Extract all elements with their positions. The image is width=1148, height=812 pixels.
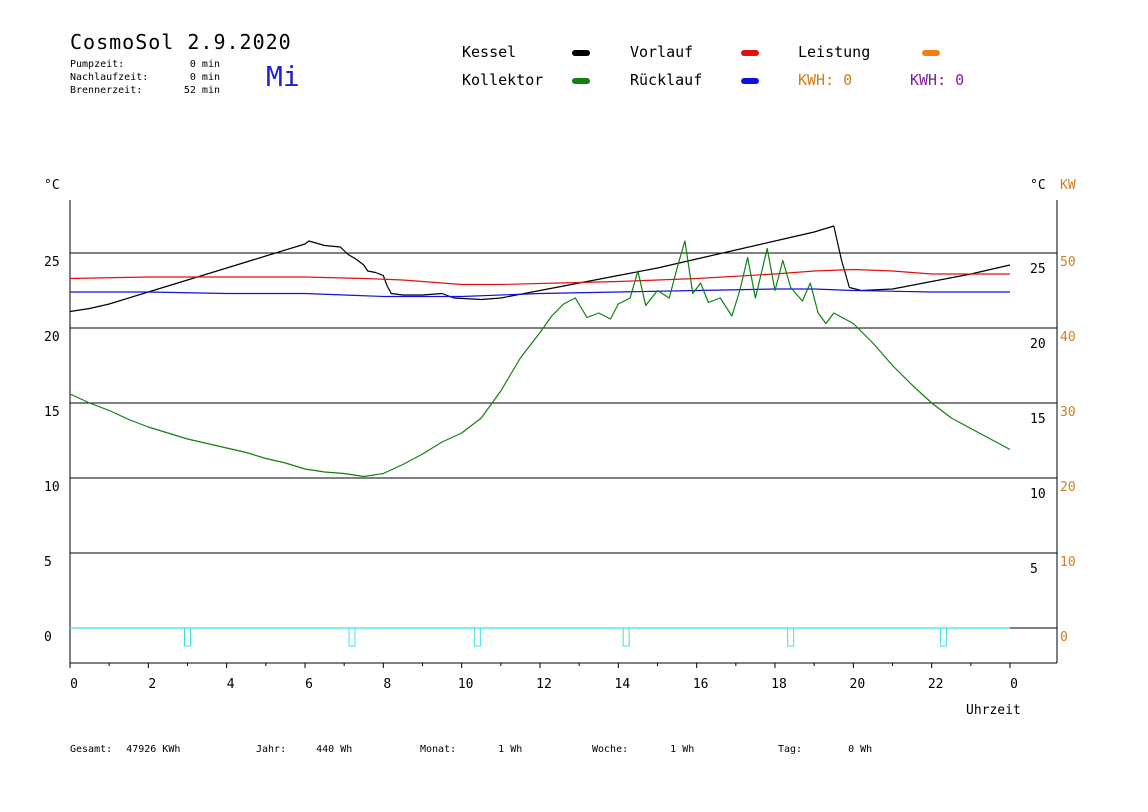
page-title: CosmoSol 2.9.2020 <box>70 30 292 54</box>
legend-kollektor: Kollektor <box>462 71 543 89</box>
legend-label: Kollektor <box>462 71 544 89</box>
y-tick-label-kw: 10 <box>1060 555 1076 570</box>
y-tick-label-left: 10 <box>44 480 60 495</box>
power-marker-0 <box>184 627 191 647</box>
legend-ruecklauf: Rücklauf <box>630 71 702 89</box>
series-layer <box>69 225 1011 647</box>
series-ruecklauf <box>70 288 1010 298</box>
legend-kessel: Kessel <box>462 43 516 61</box>
x-tick-label: 6 <box>305 677 313 692</box>
footer-value: 440 Wh <box>316 744 353 755</box>
stat-nachlaufzeit: Nachlaufzeit: 0 min <box>70 71 220 84</box>
stat-label: Nachlaufzeit: <box>70 72 149 83</box>
series-kessel <box>69 225 1011 313</box>
legend-swatch-vorlauf <box>741 50 759 56</box>
footer-tag: Tag: 0 Wh <box>778 744 872 755</box>
y-tick-label-kw: 40 <box>1060 330 1076 345</box>
y-tick-label-right: 10 <box>1030 487 1046 502</box>
power-marker-5 <box>939 627 947 647</box>
legend-leistung: Leistung <box>798 43 870 61</box>
kwh-value-2: KWH: 0 <box>910 71 965 89</box>
legend-swatch-kessel <box>572 50 590 56</box>
legend-swatch-kollektor <box>572 78 590 84</box>
x-tick-label: 0 <box>70 677 78 692</box>
runtime-stats: Pumpzeit: 0 min Nachlaufzeit: 0 min Bren… <box>70 58 220 97</box>
footer-label: Monat: <box>420 744 457 755</box>
x-tick-label: 12 <box>536 677 552 692</box>
x-tick-label: 0 <box>1010 677 1018 692</box>
y-tick-label-right: 20 <box>1030 337 1046 352</box>
x-tick-label: 10 <box>458 677 474 692</box>
y-unit-right: °C <box>1030 178 1046 193</box>
y-unit-left: °C <box>44 178 60 193</box>
footer-label: Woche: <box>592 744 629 755</box>
y-tick-label-kw: 20 <box>1060 480 1076 495</box>
legend-vorlauf: Vorlauf <box>630 43 693 61</box>
y-tick-label-right: 25 <box>1030 262 1046 277</box>
footer-jahr: Jahr: 440 Wh <box>256 744 352 755</box>
y-tick-label-left: 25 <box>44 255 60 270</box>
stat-brennerzeit: Brennerzeit: 52 min <box>70 84 220 97</box>
x-tick-label: 8 <box>383 677 391 692</box>
legend-swatch-ruecklauf <box>741 78 759 84</box>
x-tick-label: 16 <box>693 677 709 692</box>
stat-value: 0 min <box>189 59 220 70</box>
footer-value: 47926 KWh <box>126 744 181 755</box>
stat-label: Brennerzeit: <box>70 85 143 96</box>
legend-label: Kessel <box>462 43 517 61</box>
kwh-value-1: KWH: 0 <box>798 71 853 89</box>
series-vorlauf <box>69 268 1010 286</box>
axes-layer <box>69 200 1058 668</box>
y-tick-label-kw: 30 <box>1060 405 1076 420</box>
power-marker-4 <box>787 627 795 647</box>
y-tick-label-kw: 50 <box>1060 255 1076 270</box>
weekday-label: Mi <box>266 60 300 93</box>
legend-label: Rücklauf <box>630 71 703 89</box>
x-tick-label: 20 <box>850 677 866 692</box>
legend-swatch-leistung <box>922 50 940 56</box>
footer-label: Gesamt: <box>70 744 113 755</box>
stat-label: Pumpzeit: <box>70 59 125 70</box>
legend-label: Leistung <box>798 43 871 61</box>
footer-gesamt: Gesamt: 47926 KWh <box>70 744 180 755</box>
legend-label: Vorlauf <box>630 43 694 61</box>
x-tick-label: 22 <box>928 677 944 692</box>
footer-woche: Woche: 1 Wh <box>592 744 694 755</box>
x-tick-label: 18 <box>771 677 787 692</box>
power-marker-1 <box>348 627 356 647</box>
y-tick-label-left: 15 <box>44 405 60 420</box>
footer-value: 1 Wh <box>498 744 523 755</box>
y-tick-label-right: 15 <box>1030 412 1046 427</box>
stat-value: 0 min <box>189 72 220 83</box>
labels-layer: 0 2 4 6 8 10 12 14 16 18 20 22 0 0 5 10 15 20 25 5 10 15 20 25 0… <box>44 255 1076 692</box>
y-tick-label-kw: 0 <box>1060 630 1068 645</box>
x-tick-label: 4 <box>227 677 235 692</box>
series-kollektor <box>69 240 1011 478</box>
x-axis-label: Uhrzeit <box>966 703 1021 718</box>
stat-pumpzeit: Pumpzeit: 0 min <box>70 58 220 71</box>
power-marker-2 <box>473 627 481 647</box>
footer-monat: Monat: 1 Wh <box>420 744 522 755</box>
grid-layer <box>70 252 1057 629</box>
footer-value: 0 Wh <box>848 744 873 755</box>
y-tick-label-right: 5 <box>1030 562 1038 577</box>
stat-value: 52 min <box>183 85 220 96</box>
power-marker-3 <box>622 627 630 647</box>
x-tick-label: 14 <box>615 677 631 692</box>
footer-label: Tag: <box>778 744 803 755</box>
y-tick-label-left: 5 <box>44 555 52 570</box>
footer-value: 1 Wh <box>670 744 695 755</box>
x-tick-label: 2 <box>148 677 156 692</box>
y-tick-label-left: 0 <box>44 630 52 645</box>
footer-label: Jahr: <box>256 744 287 755</box>
y-tick-label-left: 20 <box>44 330 60 345</box>
y-unit-right2: KW <box>1060 178 1076 193</box>
